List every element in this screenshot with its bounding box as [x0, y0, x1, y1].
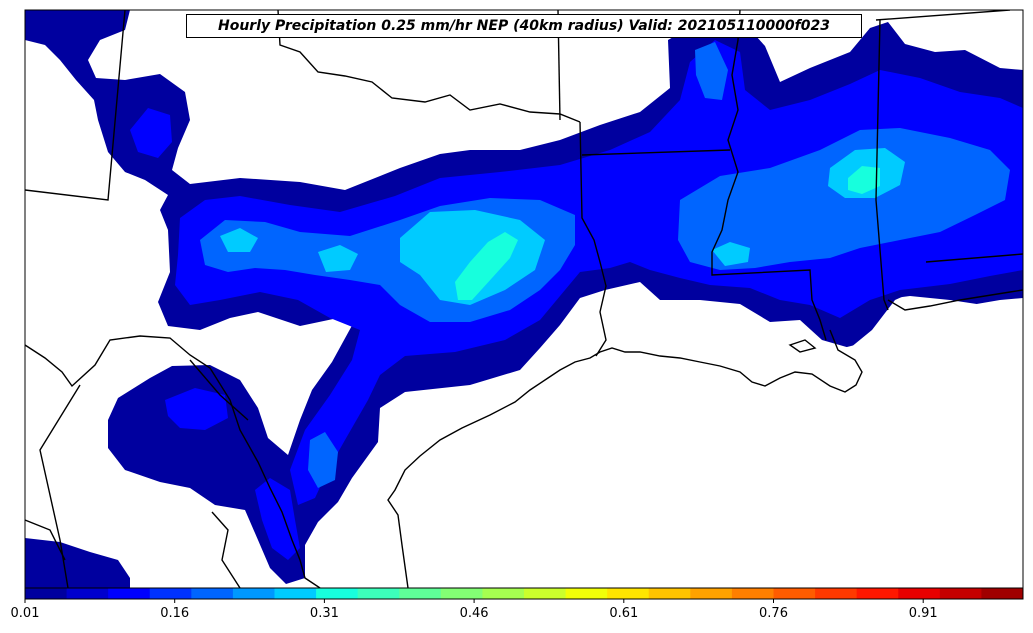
colorbar-tick-label: 0.31 [310, 606, 339, 621]
colorbar-segment [108, 588, 151, 599]
map-boundaries [25, 10, 1023, 588]
precip-contour-level-5 [455, 232, 518, 300]
mexico-state-border-b [25, 519, 66, 561]
colorbar-segment [898, 588, 941, 599]
colorbar-segment [648, 588, 691, 599]
colorbar-segment [773, 588, 816, 599]
precipitation-field [25, 10, 1023, 588]
mexico-state-border-a [39, 384, 81, 588]
colorbar-border [24, 587, 1024, 600]
colorbar-segment [232, 588, 275, 599]
mexico-state-border-d [211, 511, 241, 588]
colorbar-segment [399, 588, 442, 599]
precip-contour-level-3-north [695, 42, 728, 100]
colorbar-segment [357, 588, 400, 599]
precip-contour-level-4 [400, 210, 545, 305]
colorbar-segment [815, 588, 858, 599]
mississippi-river [711, 10, 827, 341]
state-border-al-fl [925, 253, 1023, 263]
colorbar-ticks: 0.01 0.16 0.31 0.46 0.61 0.76 0.91 [11, 599, 938, 621]
state-border-ok-tx-red-river [277, 10, 581, 123]
mexico-state-border-c [189, 359, 249, 421]
colorbar-segment [316, 588, 359, 599]
precip-contour-level-3-texas-south [308, 432, 338, 488]
colorbar-tick-label: 0.76 [759, 606, 788, 621]
colorbar [24, 587, 1024, 600]
precip-contour-level-5-east [848, 166, 880, 194]
colorbar-segment [565, 588, 608, 599]
precip-contour-level-4-louisiana [712, 242, 750, 266]
state-border-tx-east [579, 121, 607, 357]
colorbar-segment [524, 588, 567, 599]
map-title: Hourly Precipitation 0.25 mm/hr NEP (40k… [186, 14, 862, 38]
colorbar-segment [731, 588, 774, 599]
precip-contour-level-2-louisiana-cell [255, 478, 300, 560]
colorbar-tick-label: 0.61 [609, 606, 638, 621]
rio-grande-border [25, 335, 321, 588]
colorbar-tick-label: 0.01 [11, 606, 40, 621]
colorbar-tick-label: 0.46 [460, 606, 489, 621]
colorbar-segment [191, 588, 234, 599]
precip-contour-level-3-east [678, 128, 1010, 270]
colorbar-segment [939, 588, 982, 599]
colorbar-tick-label: 0.16 [160, 606, 189, 621]
lake-pontchartrain [788, 339, 817, 353]
precip-contour-level-4-west-b [318, 245, 358, 272]
precip-contour-level-2-west [130, 108, 172, 158]
colorbar-segment [274, 588, 317, 599]
colorbar-segment [440, 588, 483, 599]
florida-panhandle-coast [887, 289, 1023, 311]
state-border-ms-al [875, 19, 889, 311]
precip-contour-level-1-southwest [25, 538, 130, 588]
gulf-of-mexico [400, 298, 1023, 588]
colorbar-segment [856, 588, 899, 599]
colorbar-segment [690, 588, 733, 599]
colorbar-segment [607, 588, 650, 599]
colorbar-segment [25, 588, 68, 599]
state-border-ga-top [875, 10, 1011, 21]
precip-contour-level-4-west-a [220, 228, 258, 252]
state-border-nm-az [25, 10, 126, 201]
texas-coastline [387, 329, 863, 588]
precip-contour-level-2-texas-south [165, 388, 228, 430]
colorbar-tick-label: 0.91 [909, 606, 938, 621]
colorbar-segment [149, 588, 192, 599]
colorbar-segment [66, 588, 109, 599]
state-border-ar-la [581, 149, 731, 156]
colorbar-segment [482, 588, 525, 599]
colorbar-segment [981, 588, 1024, 599]
